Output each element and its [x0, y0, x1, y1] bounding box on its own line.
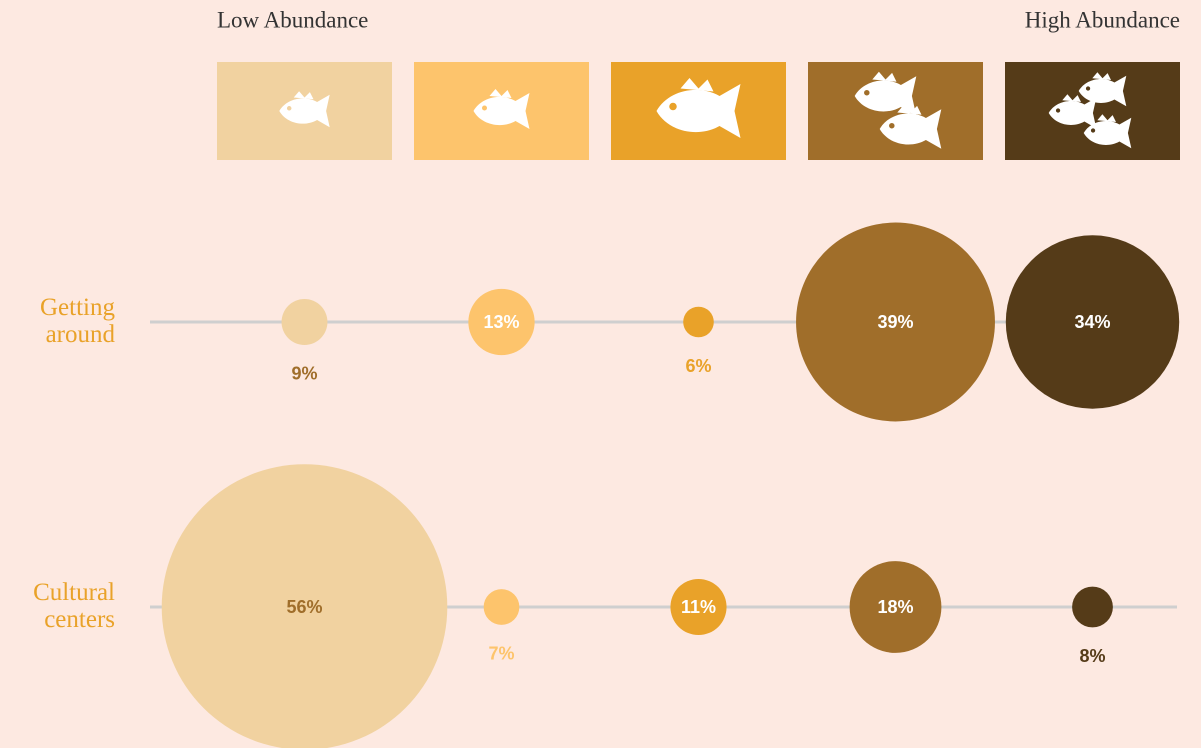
legend-swatch — [808, 62, 983, 160]
value-label: 9% — [291, 364, 317, 384]
legend-low: Low Abundance — [217, 7, 368, 32]
value-label: 11% — [681, 597, 716, 617]
value-label: 18% — [877, 597, 913, 617]
value-label: 39% — [877, 312, 913, 332]
row-label: Getting around — [40, 294, 115, 348]
legend — [217, 62, 1180, 160]
bubble — [683, 306, 714, 338]
bubble — [1005, 235, 1180, 409]
value-label: 13% — [483, 312, 519, 332]
bubble — [281, 299, 328, 345]
bubble — [161, 464, 448, 748]
bubble — [849, 561, 942, 653]
bubble — [468, 288, 535, 356]
bubble — [796, 222, 995, 422]
legend-high: High Abundance — [1025, 7, 1180, 32]
bubble — [483, 589, 520, 625]
value-label: 7% — [488, 644, 514, 664]
row-label: Cultural centers — [33, 579, 115, 633]
value-label: 6% — [685, 356, 711, 376]
bubble — [670, 578, 727, 636]
plot: 9% 13% 6% 39% 34% 56% 7% 11% 18% 8% — [150, 222, 1180, 748]
value-label: 8% — [1079, 646, 1105, 666]
value-label: 56% — [286, 597, 322, 617]
bubble — [1072, 586, 1113, 628]
value-label: 34% — [1074, 312, 1110, 332]
